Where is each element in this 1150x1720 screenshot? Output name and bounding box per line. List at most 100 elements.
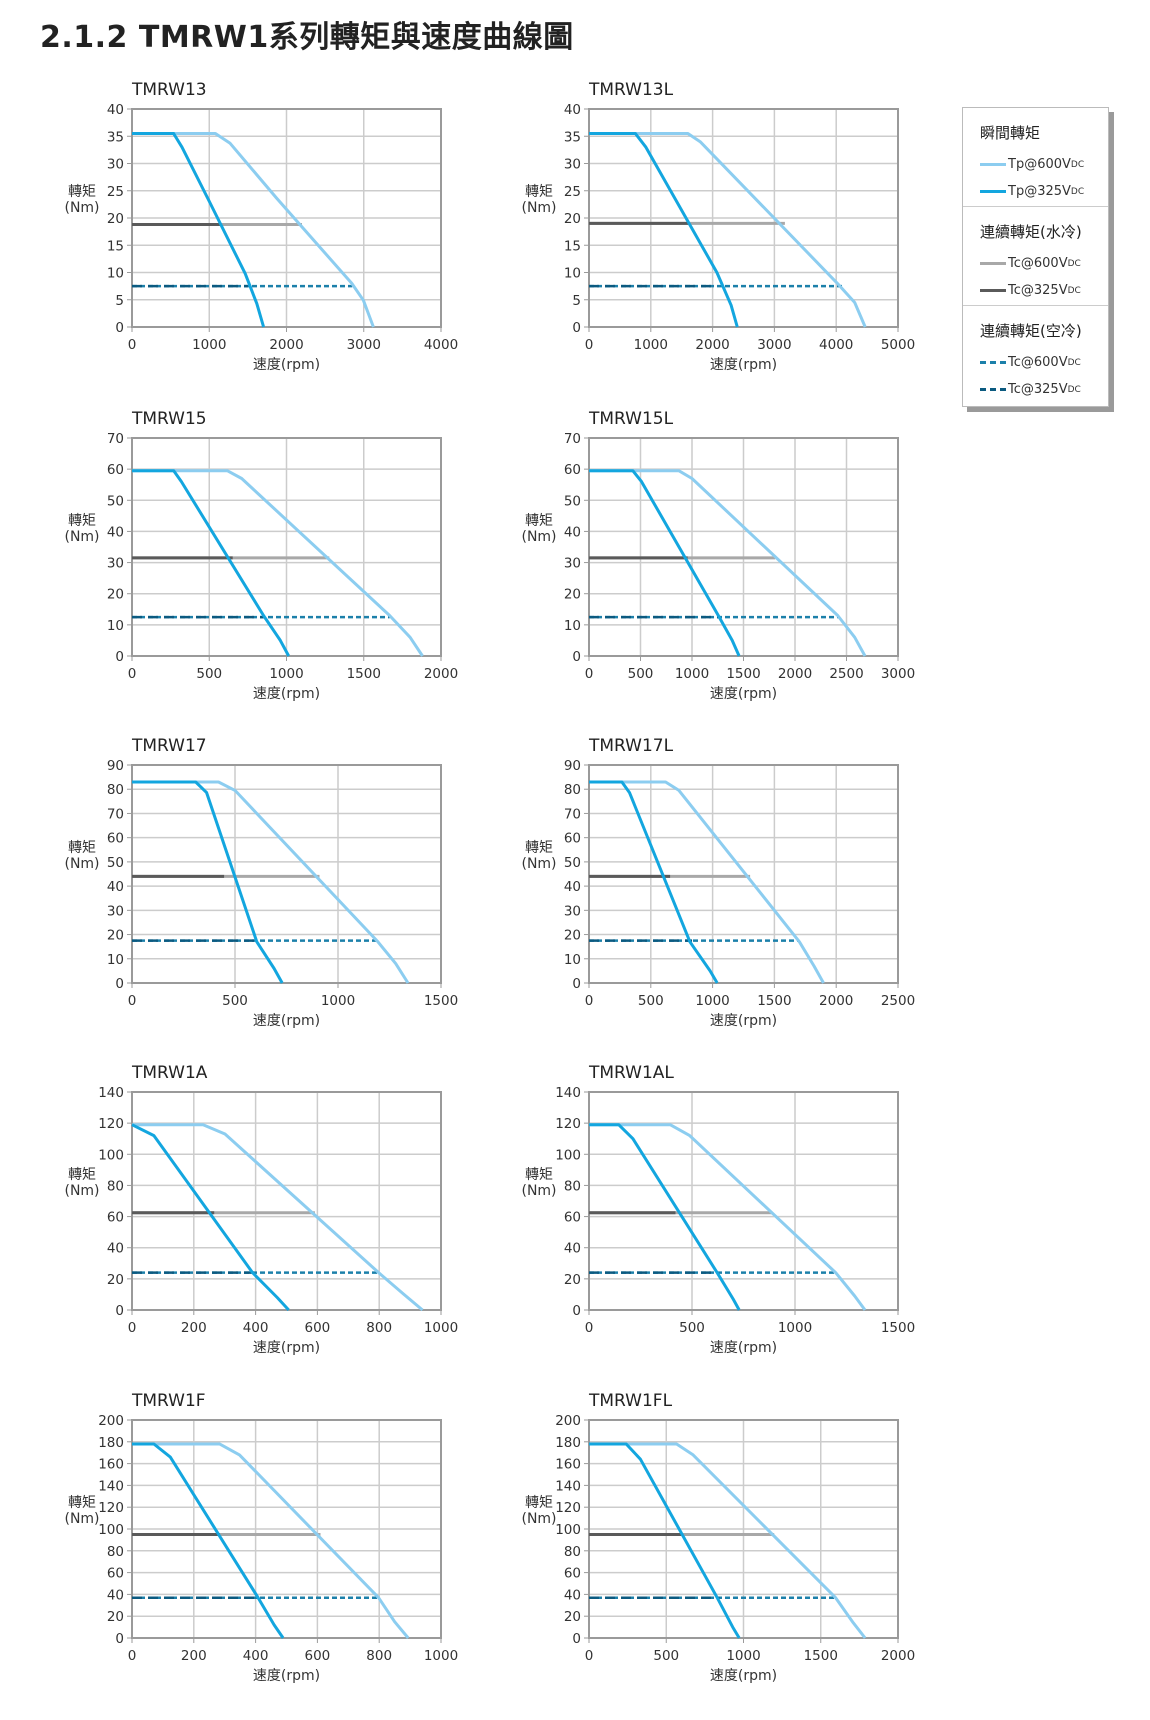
series-tp325	[132, 1442, 285, 1639]
x-axis-label: 速度(rpm)	[710, 1340, 777, 1356]
y-tick-label: 0	[572, 976, 581, 992]
y-tick-label: 40	[107, 1241, 124, 1257]
x-tick-label: 0	[128, 337, 137, 353]
x-tick-label: 0	[585, 666, 594, 682]
y-tick-label: 100	[555, 1522, 581, 1538]
legend-heading: 連續轉矩(水冷)	[980, 223, 1082, 241]
plot-frame	[131, 764, 442, 984]
series-tp325	[132, 780, 284, 984]
y-tick-label: 60	[107, 1566, 124, 1582]
x-tick-label: 200	[181, 1648, 207, 1664]
x-tick-label: 1000	[192, 337, 226, 353]
y-tick-label: 140	[98, 1478, 124, 1494]
y-tick-label: 50	[107, 493, 124, 509]
y-tick-label: 40	[107, 524, 124, 540]
y-tick-label: 100	[98, 1147, 124, 1163]
x-axis-label: 速度(rpm)	[253, 357, 320, 373]
x-tick-label: 0	[585, 1648, 594, 1664]
chart-title: TMRW15L	[588, 409, 674, 429]
legend-heading: 連續轉矩(空冷)	[980, 322, 1082, 340]
y-axis-label: 轉矩(Nm)	[521, 840, 557, 872]
y-tick-label: 160	[555, 1457, 581, 1473]
y-tick-label: 40	[564, 879, 581, 895]
series-tp325	[589, 1442, 741, 1639]
y-tick-label: 60	[107, 1210, 124, 1226]
legend-sub: DC	[1067, 258, 1081, 269]
plot-frame	[131, 108, 442, 328]
y-axis-label: 轉矩(Nm)	[521, 184, 557, 216]
x-tick-label: 1000	[321, 993, 355, 1009]
y-tick-label: 200	[98, 1413, 124, 1429]
series-tp600	[589, 132, 867, 328]
y-tick-label: 10	[107, 266, 124, 282]
series-tp600	[589, 1123, 867, 1311]
y-tick-label: 40	[564, 1587, 581, 1603]
y-tick-label: 70	[107, 431, 124, 447]
y-tick-label: 90	[107, 758, 124, 774]
x-tick-label: 3000	[881, 666, 915, 682]
x-tick-label: 0	[128, 1320, 137, 1336]
x-tick-label: 3000	[347, 337, 381, 353]
legend-sub: DC	[1070, 159, 1085, 170]
y-tick-label: 20	[107, 1272, 124, 1288]
x-tick-label: 1500	[804, 1648, 838, 1664]
y-tick-label: 0	[115, 320, 124, 336]
x-tick-label: 2000	[778, 666, 812, 682]
y-tick-label: 100	[98, 1522, 124, 1538]
legend-section-peak: 瞬間轉矩 Tp@600V DC Tp@325V DC	[963, 108, 1108, 207]
y-tick-label: 60	[107, 831, 124, 847]
x-tick-label: 0	[128, 666, 137, 682]
x-tick-label: 0	[585, 337, 594, 353]
chart-tmrw13l: TMRW13L 0 5 10 15 20 25 30 35 40 0 1000 2000 3000 4000…	[564, 80, 915, 373]
x-tick-label: 2500	[829, 666, 863, 682]
legend-swatch	[980, 289, 1006, 292]
y-axis-label: 轉矩(Nm)	[521, 1167, 557, 1199]
x-tick-label: 500	[628, 666, 654, 682]
chart-tmrw1al: TMRW1AL 0 20 40 60 80 100 120 140 0 500 1000 1500 速度(…	[555, 1063, 915, 1356]
y-tick-label: 15	[107, 238, 124, 254]
plot-frame	[588, 764, 899, 984]
x-tick-label: 0	[128, 993, 137, 1009]
y-tick-label: 40	[564, 524, 581, 540]
y-axis-label: 轉矩(Nm)	[64, 1167, 100, 1199]
series-tp600	[132, 780, 410, 984]
y-tick-label: 30	[564, 157, 581, 173]
y-tick-label: 10	[564, 266, 581, 282]
page-title: 2.1.2 TMRW1系列轉矩與速度曲線圖	[40, 20, 574, 55]
x-axis-label: 速度(rpm)	[253, 1013, 320, 1029]
y-tick-label: 10	[564, 952, 581, 968]
y-tick-label: 10	[107, 618, 124, 634]
chart-title: TMRW1AL	[588, 1063, 674, 1083]
x-tick-label: 1500	[726, 666, 760, 682]
y-tick-label: 40	[107, 879, 124, 895]
legend-heading: 瞬間轉矩	[980, 124, 1041, 142]
series-tp325	[132, 132, 266, 328]
y-tick-label: 0	[572, 649, 581, 665]
chart-title: TMRW17L	[588, 736, 674, 756]
x-tick-label: 600	[305, 1320, 331, 1336]
y-tick-label: 30	[107, 157, 124, 173]
x-tick-label: 2500	[881, 993, 915, 1009]
chart-title: TMRW13L	[588, 80, 674, 100]
chart-legend: 瞬間轉矩 Tp@600V DC Tp@325V DC 連續轉矩(水冷) Tc@600…	[962, 107, 1109, 407]
series-tp325	[131, 1123, 290, 1312]
x-tick-label: 4000	[819, 337, 853, 353]
x-tick-label: 2000	[819, 993, 853, 1009]
x-tick-label: 500	[222, 993, 248, 1009]
legend-swatch	[980, 262, 1006, 265]
legend-label: Tc@600V	[1008, 256, 1068, 271]
y-tick-label: 200	[555, 1413, 581, 1429]
y-tick-label: 20	[107, 211, 124, 227]
y-tick-label: 0	[572, 320, 581, 336]
y-tick-label: 35	[107, 129, 124, 145]
legend-swatch	[980, 190, 1006, 193]
legend-section-air: 連續轉矩(空冷) Tc@600V DC Tc@325V DC	[963, 306, 1108, 405]
y-tick-label: 50	[564, 855, 581, 871]
y-tick-label: 80	[564, 1544, 581, 1560]
plot-frame	[588, 1419, 899, 1639]
legend-item-tp325: Tp@325V DC	[980, 178, 1108, 205]
x-tick-label: 1500	[757, 993, 791, 1009]
series-tp325	[589, 780, 719, 984]
